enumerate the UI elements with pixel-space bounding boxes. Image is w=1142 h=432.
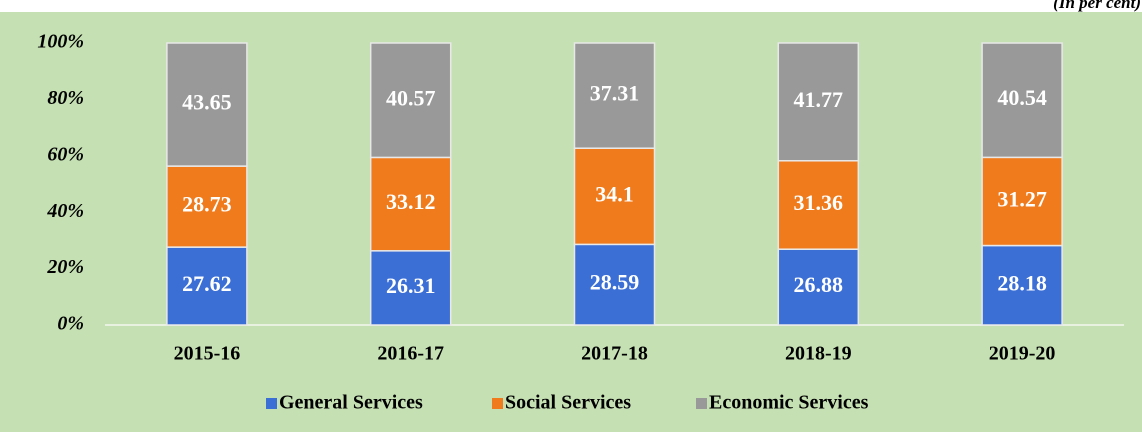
annotation: (In per cent) <box>1053 0 1141 12</box>
data-label: 26.31 <box>386 273 436 298</box>
data-label: 40.54 <box>997 85 1047 110</box>
data-label: 40.57 <box>386 85 436 110</box>
y-tick-label: 0% <box>57 313 84 335</box>
legend-label: Economic Services <box>709 392 869 414</box>
y-tick-label: 40% <box>46 200 84 222</box>
x-tick-label: 2015-16 <box>174 343 241 365</box>
x-tick-label: 2019-20 <box>989 343 1056 365</box>
bar-segment <box>369 250 452 326</box>
legend-swatch <box>492 398 503 409</box>
y-tick-label: 60% <box>47 143 84 165</box>
legend-swatch <box>696 398 707 409</box>
data-label: 37.31 <box>590 81 640 106</box>
data-label: 41.77 <box>794 87 844 112</box>
data-label: 27.62 <box>182 271 232 296</box>
bar-segment <box>369 156 452 252</box>
x-tick-label: 2016-17 <box>377 343 444 365</box>
data-label: 34.1 <box>595 181 634 206</box>
x-tick-label: 2017-18 <box>581 343 648 365</box>
bar-segment <box>981 42 1063 159</box>
x-tick-label: 2018-19 <box>785 343 852 365</box>
y-tick-label: 80% <box>47 87 84 109</box>
bar-segment <box>573 147 656 246</box>
bar-segment <box>777 160 860 250</box>
data-label: 28.18 <box>997 270 1047 295</box>
legend-label: Social Services <box>505 392 631 414</box>
data-label: 43.65 <box>182 90 232 115</box>
bar-segment <box>573 243 656 326</box>
y-tick-label: 100% <box>37 31 84 53</box>
y-tick-label: 20% <box>46 256 84 278</box>
data-label: 31.27 <box>997 186 1047 211</box>
bar-segment <box>166 246 248 326</box>
data-label: 26.88 <box>794 272 844 297</box>
data-label: 28.73 <box>182 192 232 217</box>
bar-segment <box>777 42 860 162</box>
data-label: 31.36 <box>794 190 844 215</box>
data-label: 28.59 <box>590 270 640 295</box>
data-label: 33.12 <box>386 189 436 214</box>
bar-segment <box>573 42 656 149</box>
legend-label: General Services <box>279 392 423 414</box>
bar-segment <box>166 165 248 248</box>
bar-segment <box>166 42 248 167</box>
bar-segment <box>981 244 1063 326</box>
bar-segment <box>369 42 452 159</box>
legend-swatch <box>266 398 277 409</box>
